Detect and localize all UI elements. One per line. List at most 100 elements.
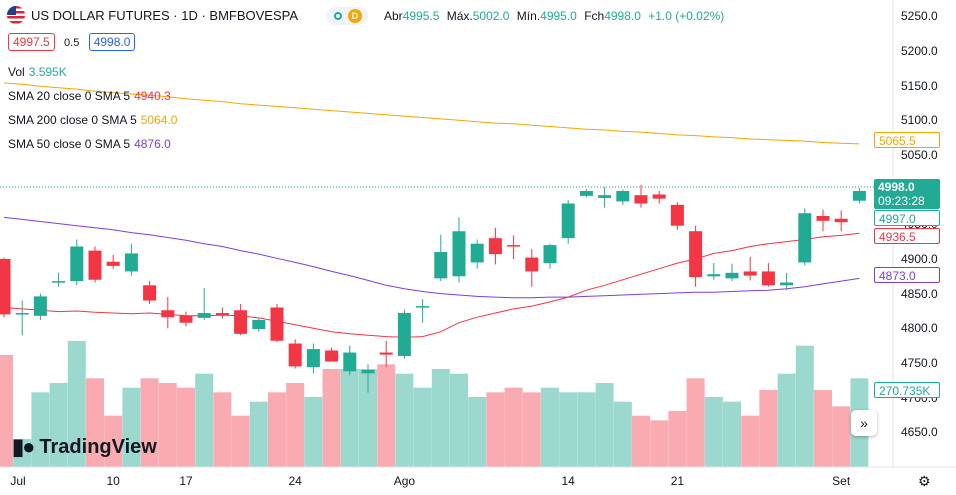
candle-body [179,315,193,323]
candle-body [343,352,357,372]
volume-bar [67,341,86,467]
volume-bar [741,415,760,467]
volume-bar [177,387,195,467]
time-tick-label: 24 [288,474,302,488]
volume-bar [359,369,377,467]
candle-body [561,203,575,239]
legend-sma200-value: 5064.0 [140,113,178,127]
volume-bar [0,355,13,467]
candle-body [397,313,411,357]
open-label: Abr [384,9,403,23]
time-tick-label: 21 [670,474,685,488]
volume-bar [577,392,596,467]
candle-body [88,250,102,280]
volume-bar [268,392,286,467]
volume-bar [795,345,814,467]
tradingview-logo[interactable]: ▮● TradingView [12,434,157,460]
price-tick-label: 4850.0 [901,286,938,301]
time-tick-label: Ago [393,474,416,488]
candle-body [215,313,229,316]
change-value: +1.0 (+0.02%) [648,9,725,23]
candle-body [780,282,794,286]
low-label: Mín. [516,9,541,23]
candle-body [252,319,266,329]
volume-bar [158,383,177,467]
price-tick-label: 5200.0 [901,43,938,58]
legend-sma50[interactable]: SMA 50 close 0 SMA 5 4876.0 [8,137,171,151]
volume-bar [704,397,723,467]
volume-bar [122,387,141,467]
legend-sma20-name: SMA 20 close 0 SMA 5 [8,89,131,103]
price-tick-label: 5150.0 [901,78,938,93]
volume-bar [286,383,305,467]
gear-icon[interactable]: ⚙ [918,473,931,489]
high-value: 5002.0 [472,9,510,23]
candle-body [234,310,248,334]
buy-button[interactable]: 4998.0 [88,33,136,51]
time-tick-label: Set [832,474,851,488]
price-tick-label: 5050.0 [901,147,938,162]
candle-body [0,258,11,315]
status-indicator[interactable]: D [326,7,368,25]
price-tick-label: 5100.0 [901,113,938,128]
candle-body [452,231,466,277]
volume-bar [650,420,669,467]
last-price-value: 4998.0 [878,180,915,194]
ohlc-readout: Abr4995.5 Máx.5002.0 Mín.4995.0 Fch4998.… [384,9,724,23]
legend-sma200[interactable]: SMA 200 close 0 SMA 5 5064.0 [8,113,177,127]
legend-sma20-value: 4940.3 [134,89,171,103]
symbol-title[interactable]: US DOLLAR FUTURES · 1D · BMFBOVESPA [31,8,299,23]
candle-body [161,310,175,318]
low-value: 4995.0 [540,9,577,23]
tradingview-mark-icon: ▮● [12,434,35,459]
volume-bar [686,378,705,467]
candle-body [689,231,703,277]
volume-bar [213,392,232,467]
candle-body [33,296,47,316]
volume-bar [541,387,559,467]
countdown-timer: 09:23:28 [878,194,925,208]
volume-bar [723,401,741,467]
volume-bar [632,415,650,467]
candle-body [761,271,775,286]
candle-body [143,285,157,301]
price-tick-label: 4750.0 [901,355,938,370]
volume-bars [0,341,869,467]
volume-bar [377,364,396,467]
candle-body [798,213,812,263]
last-price-badge: 4998.0 09:23:28 [874,179,940,209]
scroll-to-realtime-button[interactable]: » [851,410,877,436]
volume-bar [668,411,687,467]
legend-sma20[interactable]: SMA 20 close 0 SMA 5 4940.3 [8,89,171,103]
volume-bar [613,401,632,467]
candle-body [543,245,557,264]
us-flag-icon [7,6,25,24]
candle-body [598,195,612,198]
candle-body [652,194,666,199]
candle-body [743,271,757,276]
candle-body [379,352,393,355]
candle-body [15,313,29,315]
candlesticks [0,184,866,393]
legend-sma200-name: SMA 200 close 0 SMA 5 [8,113,137,127]
candle-body [52,281,66,283]
volume-bar [832,406,851,467]
candle-body [707,274,721,277]
volume-bar [595,383,614,467]
legend-sma50-name: SMA 50 close 0 SMA 5 [8,137,131,151]
volume-bar [395,373,414,467]
time-tick-label: Jul [10,474,26,488]
candle-body [434,252,448,279]
trade-panel: 4997.5 0.5 4998.0 [8,33,136,51]
volume-bar [140,378,159,467]
volume-bar [431,369,450,467]
sell-button[interactable]: 4997.5 [8,33,55,51]
legend-volume-value: 3.595K [28,65,67,79]
legend-volume[interactable]: Vol 3.595K [8,65,67,79]
candle-body [725,272,739,279]
volume-bar [450,373,468,467]
candle-body [488,238,502,255]
delayed-badge: D [348,9,362,23]
price-tick-label: 4650.0 [901,425,938,440]
